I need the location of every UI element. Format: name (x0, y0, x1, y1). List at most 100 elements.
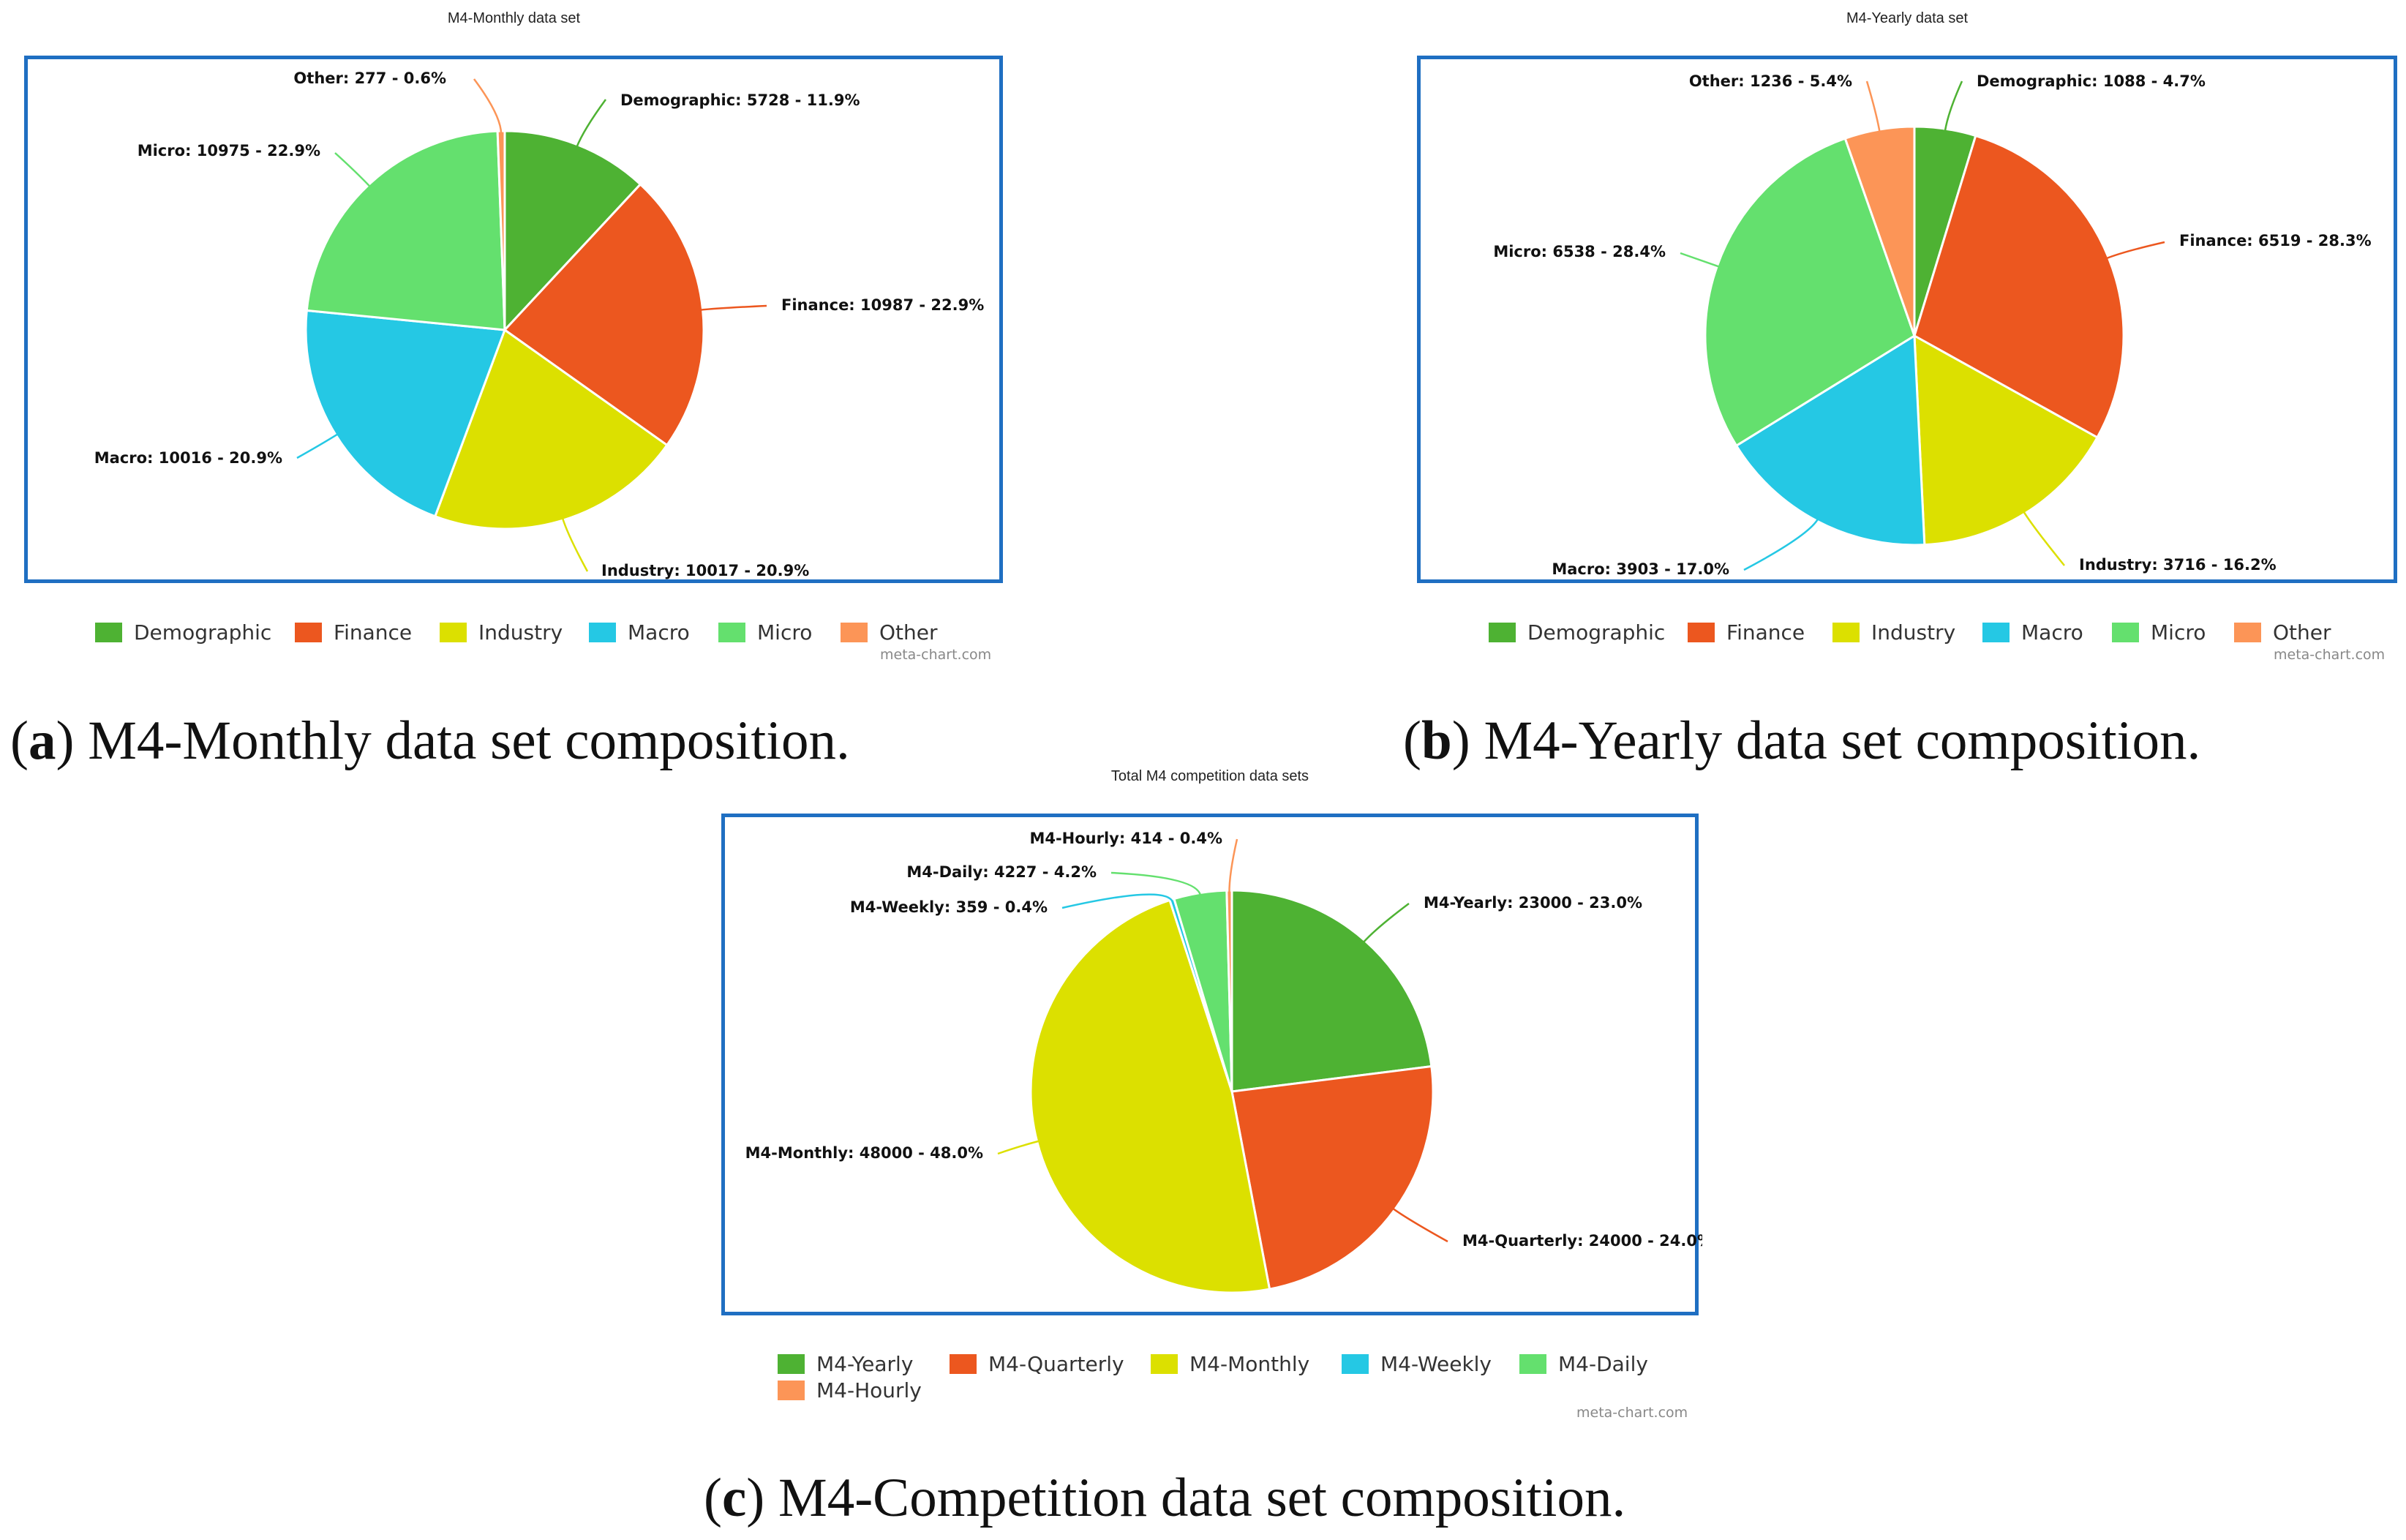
caption-letter: c (721, 1468, 747, 1528)
legend-label: Macro (2021, 620, 2083, 645)
slice-label: Finance: 10987 - 22.9% (781, 296, 984, 314)
caption: (b) M4-Yearly data set composition. (1403, 710, 2201, 771)
legend-item: Finance (1688, 620, 1805, 645)
legend-label: M4-Weekly (1380, 1352, 1492, 1376)
leader-line (699, 304, 767, 311)
slice-label: Finance: 6519 - 28.3% (2179, 232, 2372, 249)
legend-swatch (950, 1354, 977, 1374)
credit-text: meta-chart.com (2274, 647, 2386, 663)
slice-label: M4-Weekly: 359 - 0.4% (850, 898, 1048, 916)
legend-swatch (95, 623, 122, 642)
slice-label: Demographic: 5728 - 11.9% (620, 91, 860, 109)
legend-swatch (589, 623, 616, 642)
caption-text: M4-Yearly data set composition. (1470, 710, 2201, 771)
legend-label: Demographic (134, 620, 272, 645)
legend-item: Macro (1982, 620, 2083, 645)
legend-item: M4-Weekly (1342, 1352, 1492, 1376)
legend-swatch (440, 623, 467, 642)
leader-line (334, 152, 372, 188)
leader-line (1110, 871, 1202, 896)
legend-swatch (1342, 1354, 1369, 1374)
legend-swatch (778, 1381, 805, 1400)
legend-item: M4-Hourly (778, 1378, 922, 1402)
leader-line (1865, 80, 1881, 133)
legend-swatch (1982, 623, 2010, 642)
legend-item: Finance (295, 620, 412, 645)
leader-line (1944, 80, 1963, 132)
legend-item: M4-Yearly (778, 1352, 913, 1376)
legend-label: M4-Daily (1558, 1352, 1648, 1376)
chart-frame: M4-Yearly: 23000 - 23.0% M4-Quarterly: 24… (721, 814, 1702, 1315)
leader-line (1061, 893, 1174, 909)
legend-swatch (1832, 623, 1860, 642)
leader-line (997, 1140, 1040, 1155)
slice-label: Micro: 10975 - 22.9% (138, 142, 320, 159)
chart-title: M4-Monthly data set (447, 10, 581, 26)
caption: (a) M4-Monthly data set composition. (10, 710, 850, 771)
legend-item: M4-Daily (1519, 1352, 1648, 1376)
pie-slice (1230, 889, 1433, 1093)
legend-item: M4-Quarterly (950, 1352, 1124, 1376)
slice-label: Industry: 10017 - 20.9% (601, 562, 809, 579)
pie-chart: Demographic: 5728 - 11.9% Finance: 10987 … (94, 70, 985, 579)
slice-label: Other: 277 - 0.6% (293, 70, 446, 87)
leader-line (473, 78, 503, 135)
leader-line (561, 517, 589, 572)
legend-swatch (718, 623, 745, 642)
legend-item: Industry (440, 620, 563, 645)
slice-label: Demographic: 1088 - 4.7% (1977, 72, 2206, 90)
leader-line (2022, 510, 2065, 566)
slice-label: Other: 1236 - 5.4% (1689, 72, 1852, 90)
caption-letter: b (1421, 710, 1452, 771)
legend-label: Finance (1726, 620, 1805, 645)
slice-label: M4-Monthly: 48000 - 48.0% (745, 1144, 983, 1162)
chart-title: Total M4 competition data sets (1110, 768, 1309, 784)
credit-text: meta-chart.com (1576, 1405, 1688, 1421)
slice-label: Micro: 6538 - 28.4% (1493, 243, 1666, 260)
legend-label: Industry (478, 620, 563, 645)
caption-text: M4-Monthly data set composition. (74, 710, 850, 771)
legend-item: M4-Monthly (1151, 1352, 1309, 1376)
legend-item: Macro (589, 620, 690, 645)
slice-label: Macro: 3903 - 17.0% (1552, 560, 1729, 578)
leader-line (296, 432, 339, 459)
legend-item: Demographic (95, 620, 271, 645)
legend-swatch (1151, 1354, 1178, 1374)
pie-slice (305, 129, 506, 331)
legend-label: Other (2273, 620, 2331, 645)
pie-chart: M4-Yearly: 23000 - 23.0% M4-Quarterly: 24… (745, 830, 1702, 1294)
legend-label: M4-Yearly (816, 1352, 914, 1376)
legend-label: Micro (757, 620, 813, 645)
slice-label: Macro: 10016 - 20.9% (94, 449, 282, 467)
leader-line (2105, 241, 2165, 260)
legend-label: Demographic (1527, 620, 1666, 645)
leader-line (1680, 252, 1721, 268)
legend-label: Micro (2151, 620, 2206, 645)
caption-text: M4-Competition data set composition. (764, 1468, 1626, 1528)
credit-text: meta-chart.com (880, 647, 992, 663)
legend-swatch (1489, 623, 1516, 642)
legend-item: Micro (2112, 620, 2206, 645)
slice-label: M4-Yearly: 23000 - 23.0% (1424, 894, 1642, 912)
legend-label: M4-Monthly (1189, 1352, 1310, 1376)
legend-item: Other (841, 620, 938, 645)
legend-item: Other (2234, 620, 2331, 645)
chart-frame: Demographic: 1088 - 4.7% Finance: 6519 - … (1417, 56, 2397, 583)
slice-label: M4-Daily: 4227 - 4.2% (906, 863, 1097, 881)
legend-swatch (295, 623, 322, 642)
legend-swatch (841, 623, 868, 642)
leader-line (575, 99, 607, 149)
leader-line (1228, 838, 1238, 894)
caption: (c) M4-Competition data set composition. (704, 1468, 1626, 1528)
legend-item: Demographic (1489, 620, 1665, 645)
legend-label: Other (879, 620, 938, 645)
pie-chart: Demographic: 1088 - 4.7% Finance: 6519 - … (1493, 72, 2372, 578)
slice-label: M4-Hourly: 414 - 0.4% (1029, 830, 1222, 847)
legend-swatch (1519, 1354, 1546, 1374)
legend-item: Micro (718, 620, 812, 645)
legend-swatch (2234, 623, 2261, 642)
legend-label: Macro (628, 620, 690, 645)
slice-label: M4-Quarterly: 24000 - 24.0% (1462, 1232, 1702, 1250)
leader-line (1362, 903, 1410, 944)
legend-label: Finance (334, 620, 413, 645)
